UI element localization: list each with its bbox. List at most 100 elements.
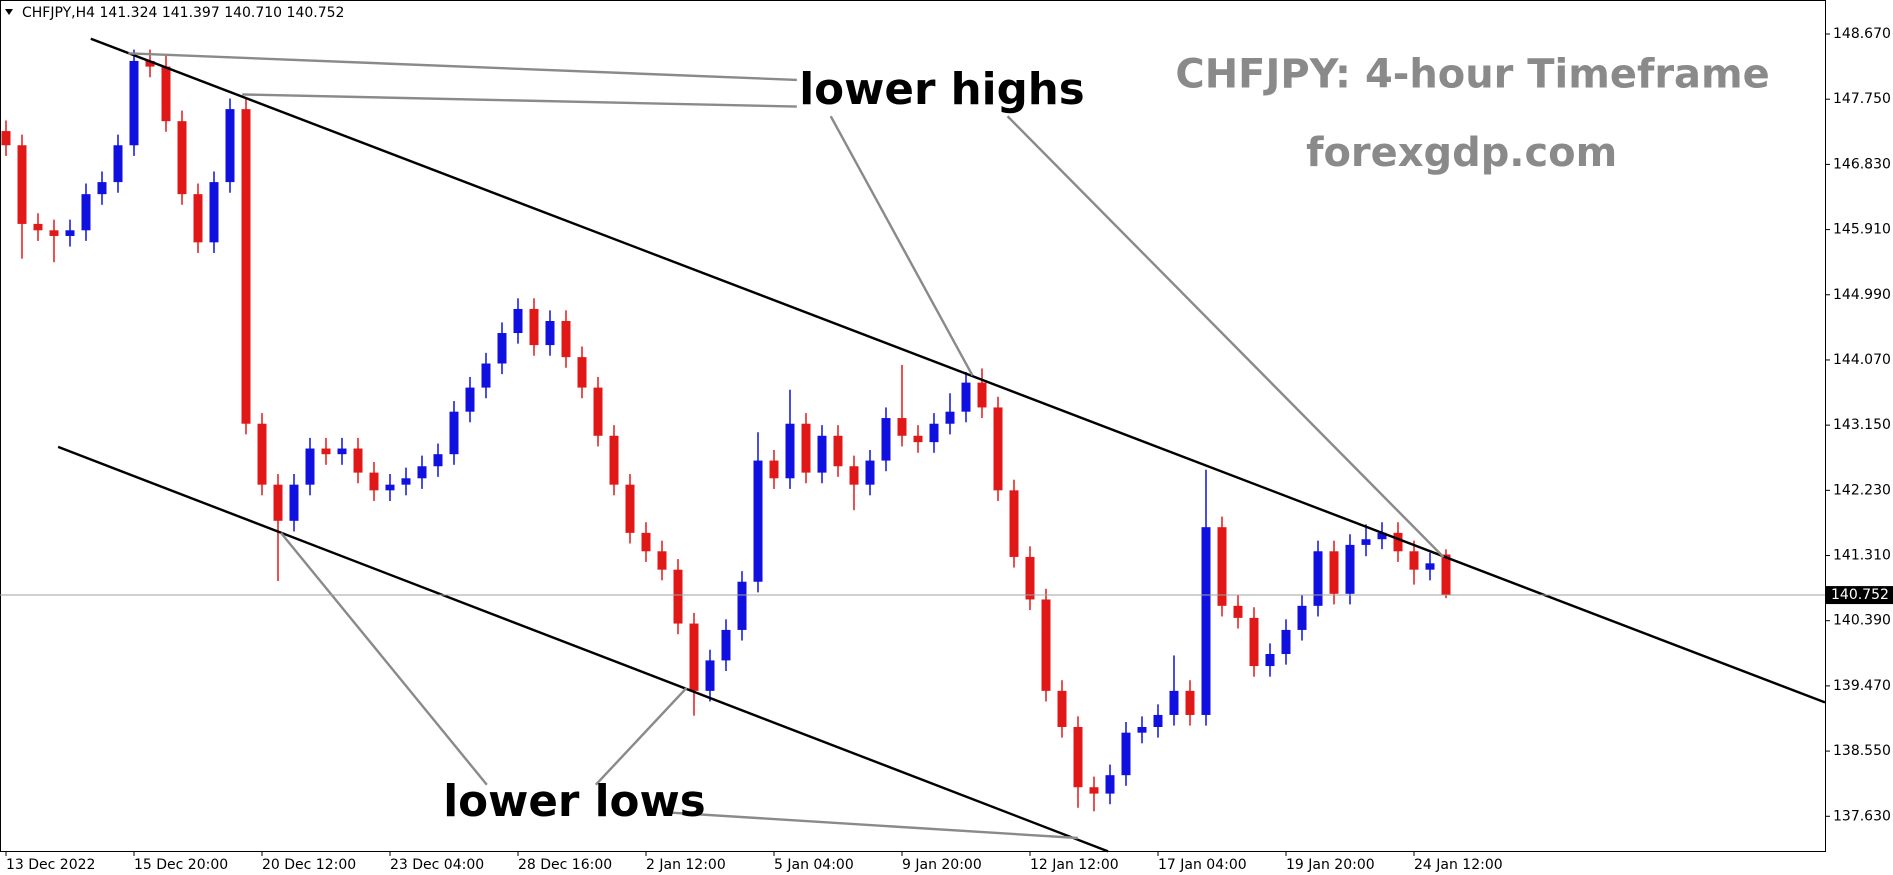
pointer-line	[669, 811, 1078, 840]
x-tick-label: 13 Dec 2022	[6, 857, 95, 873]
candle-body	[753, 460, 763, 582]
candle-body	[337, 448, 347, 455]
candle-body	[449, 411, 459, 455]
plot-frame	[0, 0, 1826, 852]
candle-body	[497, 333, 507, 364]
candle-body	[705, 660, 715, 691]
candle-body	[625, 484, 635, 533]
pointer-line	[1006, 115, 1445, 558]
candle-body	[1185, 690, 1195, 715]
candle-body	[1057, 690, 1067, 727]
candle-body	[1121, 732, 1131, 776]
y-tick-label: 138.550	[1833, 743, 1891, 759]
candle-body	[1, 131, 11, 146]
candle-body	[1217, 527, 1227, 606]
y-tick-label: 140.390	[1833, 613, 1891, 629]
candle-body	[1361, 539, 1371, 545]
candle-body	[273, 484, 283, 521]
x-tick-label: 9 Jan 20:00	[902, 857, 982, 873]
candle-body	[769, 460, 779, 479]
candle-body	[1281, 629, 1291, 655]
candle-body	[785, 423, 795, 479]
candle-body	[369, 472, 379, 491]
candle-body	[1265, 654, 1275, 667]
candle-body	[897, 418, 907, 436]
chart-title: CHFJPY: 4-hour Timeframe	[1175, 51, 1769, 97]
x-tick-label: 19 Jan 20:00	[1286, 857, 1375, 873]
candle-body	[81, 194, 91, 231]
header-arrow	[5, 9, 13, 15]
upper-channel-line	[90, 37, 1826, 704]
candle-body	[161, 66, 171, 122]
chart-header: CHFJPY,H4 141.324 141.397 140.710 140.75…	[22, 5, 344, 21]
chart-subtitle: forexgdp.com	[1306, 130, 1617, 176]
annotation: lower lows	[443, 777, 705, 827]
pointer-line	[242, 93, 797, 108]
candle-body	[241, 109, 251, 424]
pointer-line	[280, 532, 488, 786]
candle-body	[1025, 556, 1035, 600]
candle-body	[1073, 726, 1083, 788]
candle-body	[977, 382, 987, 408]
candle-body	[865, 460, 875, 485]
pointer-line	[594, 687, 688, 786]
candle-body	[561, 320, 571, 358]
candle-body	[801, 423, 811, 473]
candle-body	[593, 387, 603, 436]
y-tick-label: 142.230	[1833, 482, 1891, 498]
candle-body	[929, 423, 939, 443]
candle-body	[1441, 554, 1451, 596]
candle-body	[1105, 775, 1115, 794]
candle-body	[1089, 787, 1099, 794]
candle-body	[609, 435, 619, 485]
y-tick-label: 147.750	[1833, 91, 1891, 107]
candle-body	[417, 466, 427, 479]
candle-body	[1297, 605, 1307, 630]
candle-body	[97, 182, 107, 195]
x-tick-label: 23 Dec 04:00	[390, 857, 484, 873]
candle-body	[321, 448, 331, 455]
candle-body	[49, 230, 59, 236]
candle-body	[913, 435, 923, 443]
x-tick-label: 28 Dec 16:00	[518, 857, 612, 873]
lower-channel-line	[57, 445, 1109, 853]
y-tick-label: 146.830	[1833, 156, 1891, 172]
x-tick-label: 24 Jan 12:00	[1414, 857, 1503, 873]
annotations: lower highs lower lows CHFJPY: 4-hour Ti…	[57, 37, 1826, 853]
y-tick-label: 145.910	[1833, 222, 1891, 238]
candle-body	[657, 551, 667, 570]
x-tick-label: 2 Jan 12:00	[646, 857, 726, 873]
candle-body	[545, 320, 555, 346]
candle-body	[305, 448, 315, 485]
candle-body	[1313, 551, 1323, 606]
candle-body	[1137, 726, 1147, 733]
y-tick-label: 139.470	[1833, 678, 1891, 694]
candle-body	[641, 532, 651, 552]
candle-body	[193, 194, 203, 243]
candle-body	[881, 418, 891, 461]
candle-body	[113, 145, 123, 183]
candle-body	[1377, 532, 1387, 540]
candle-body	[689, 623, 699, 691]
candles	[1, 49, 1451, 812]
candle-body	[577, 357, 587, 388]
candle-body	[1009, 490, 1019, 557]
candle-body	[1329, 551, 1339, 594]
candle-body	[849, 466, 859, 485]
candle-body	[481, 363, 491, 388]
candle-body	[257, 423, 267, 485]
candle-body	[33, 223, 43, 231]
candle-body	[1393, 532, 1403, 552]
candle-body	[353, 448, 363, 473]
y-tick-label: 144.990	[1833, 287, 1891, 303]
candle-body	[65, 230, 75, 236]
candle-body	[1425, 563, 1435, 570]
y-tick-label: 137.630	[1833, 808, 1891, 824]
x-tick-label: 17 Jan 04:00	[1158, 857, 1247, 873]
candle-body	[129, 60, 139, 146]
candle-body	[737, 581, 747, 630]
candle-body	[1153, 714, 1163, 727]
candle-body	[1169, 690, 1179, 715]
pointer-lines	[128, 52, 1445, 840]
candle-body	[721, 629, 731, 661]
